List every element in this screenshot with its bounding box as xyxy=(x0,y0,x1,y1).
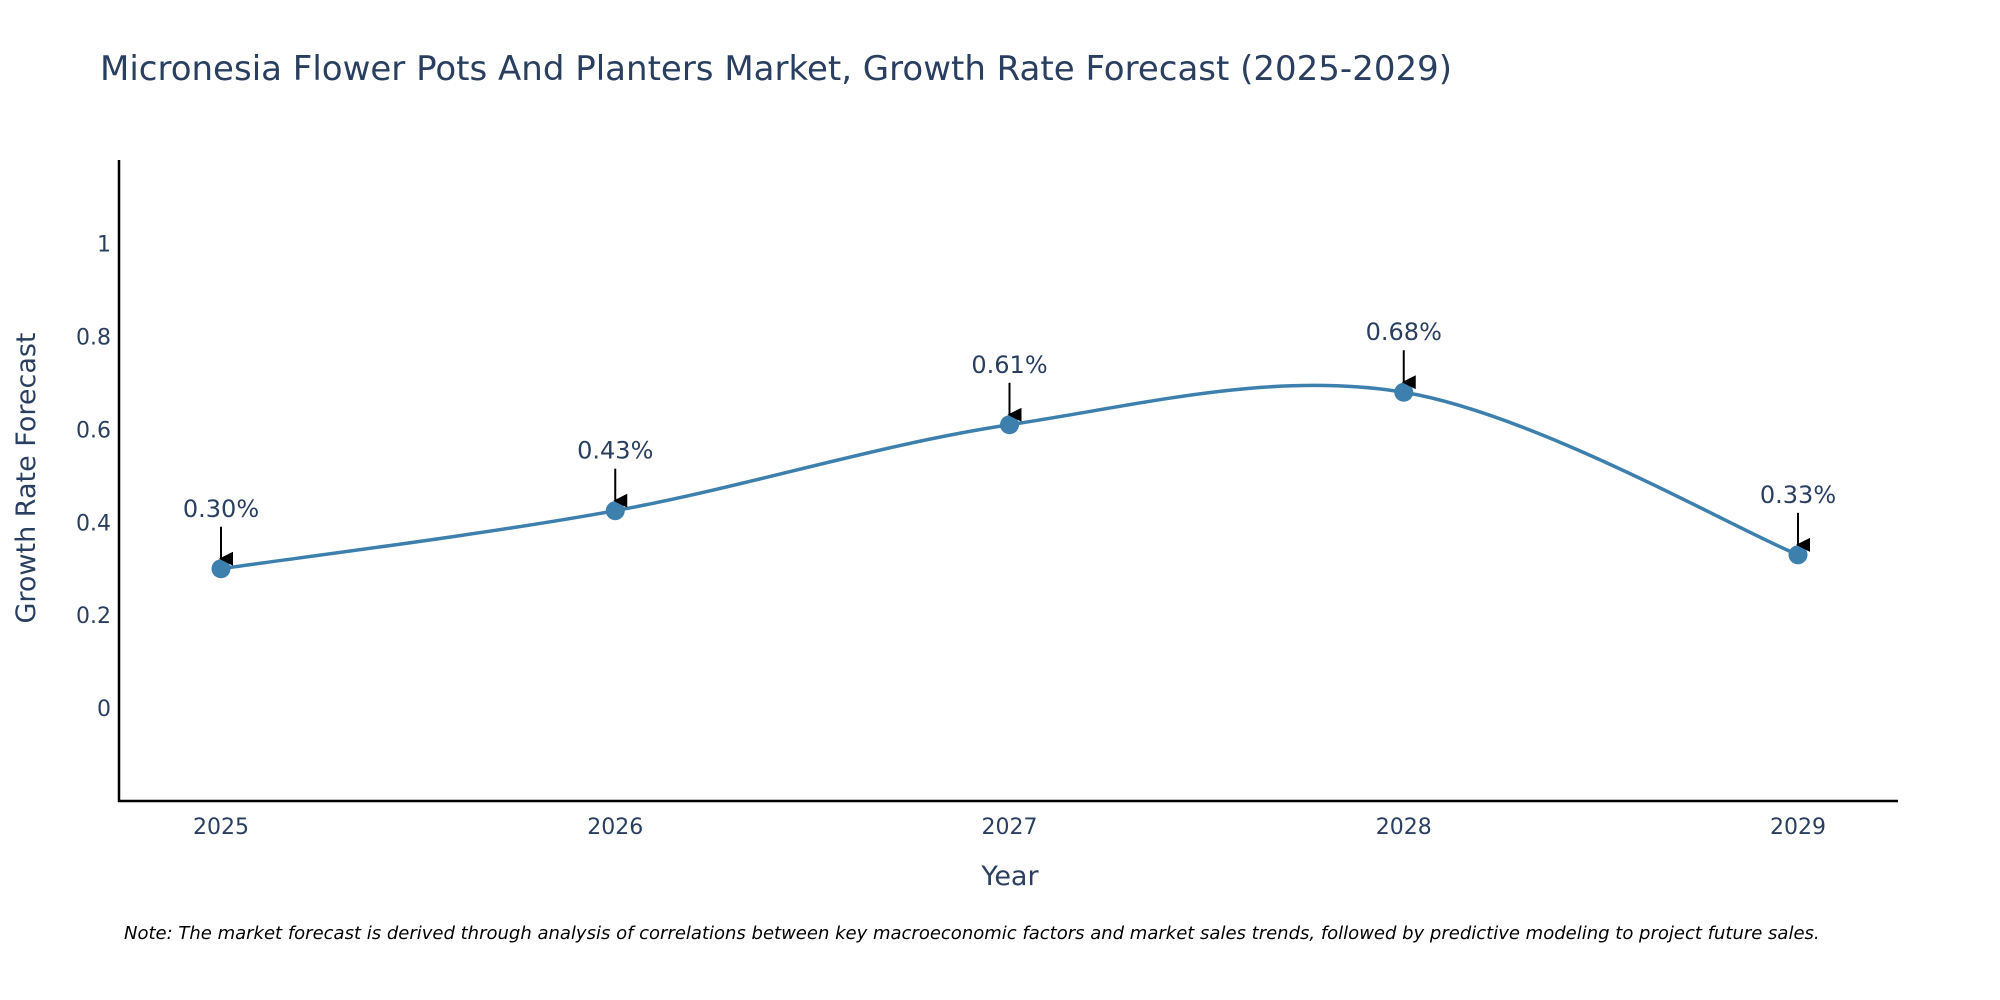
y-axis-title: Growth Rate Forecast xyxy=(11,332,42,623)
y-axis-ticks: 0 0.2 0.4 0.6 0.8 1 xyxy=(76,233,111,722)
data-label: 0.43% xyxy=(577,437,653,465)
data-point xyxy=(1000,415,1019,435)
x-tick-label: 2026 xyxy=(587,815,643,840)
y-tick-label: 0.4 xyxy=(76,511,111,536)
y-tick-label: 0.8 xyxy=(76,326,111,351)
footnote: Note: The market forecast is derived thr… xyxy=(124,923,1820,944)
data-point xyxy=(211,559,231,579)
data-point xyxy=(1394,382,1414,402)
y-tick-label: 0.6 xyxy=(76,418,111,443)
data-label: 0.61% xyxy=(971,351,1047,379)
data-label: 0.33% xyxy=(1760,481,1836,509)
chart-title: Micronesia Flower Pots And Planters Mark… xyxy=(100,49,1452,89)
data-point xyxy=(1788,545,1808,565)
x-tick-label: 2029 xyxy=(1770,815,1826,840)
y-tick-label: 0 xyxy=(97,697,111,722)
x-axis-title: Year xyxy=(980,861,1039,892)
data-label: 0.68% xyxy=(1366,318,1442,346)
y-tick-label: 0.2 xyxy=(76,604,111,629)
x-tick-label: 2028 xyxy=(1376,815,1432,840)
data-annotations: 0.30% 0.43% 0.61% 0.68% 0.33% xyxy=(183,318,1836,566)
data-label: 0.30% xyxy=(183,495,259,523)
x-tick-label: 2025 xyxy=(193,815,249,840)
x-axis-ticks: 2025 2026 2027 2028 2029 xyxy=(193,815,1826,840)
data-point xyxy=(605,501,625,521)
x-tick-label: 2027 xyxy=(982,815,1038,840)
y-tick-label: 1 xyxy=(97,233,111,258)
